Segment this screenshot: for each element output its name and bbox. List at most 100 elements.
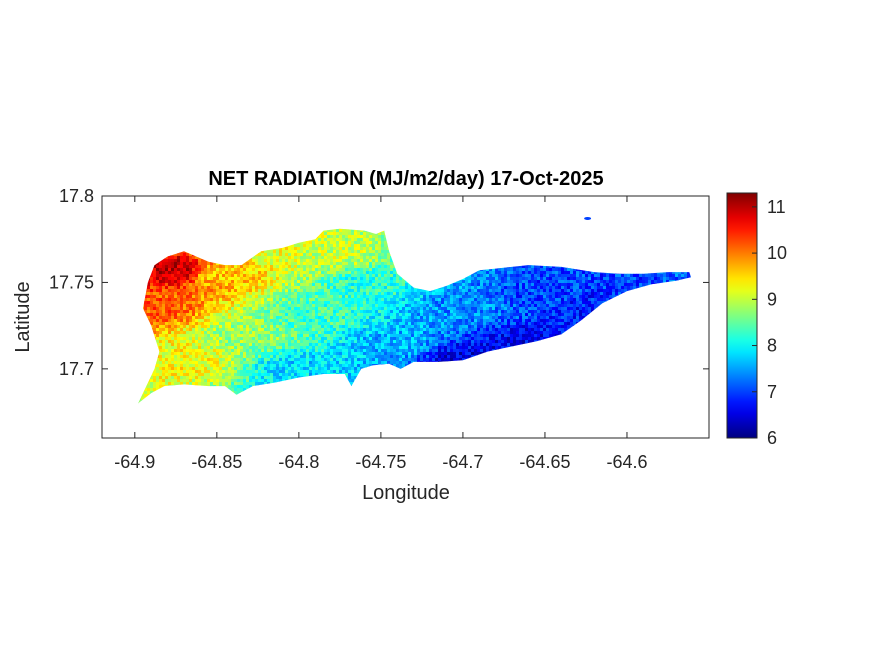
raster-cell [264, 253, 268, 257]
raster-cell [270, 262, 274, 266]
raster-cell [267, 259, 271, 263]
raster-cell [342, 229, 346, 233]
raster-cell [327, 235, 331, 239]
raster-cell [267, 250, 271, 254]
raster-cell [366, 268, 370, 272]
raster-cell [327, 244, 331, 248]
raster-cell [351, 253, 355, 257]
raster-cell [381, 250, 385, 254]
raster-cell [288, 253, 292, 257]
raster-cell [210, 265, 214, 269]
raster-cell [384, 244, 388, 248]
raster-cell [339, 244, 343, 248]
raster-cell [228, 265, 232, 269]
raster-cell [351, 238, 355, 242]
raster-cell [330, 232, 334, 236]
raster-cell [165, 256, 169, 260]
raster-cell [348, 268, 352, 272]
raster-cell [297, 268, 301, 272]
raster-cell [177, 253, 181, 257]
raster-cell [363, 229, 367, 233]
raster-cell [381, 235, 385, 239]
raster-cell [318, 265, 322, 269]
raster-cell [279, 262, 283, 266]
raster-cell [345, 235, 349, 239]
raster-cell [288, 250, 292, 254]
raster-cell [159, 268, 163, 272]
raster-cell [291, 259, 295, 263]
raster-cell [351, 262, 355, 266]
raster-cell [375, 268, 379, 272]
raster-cell [255, 259, 259, 263]
raster-cell [318, 244, 322, 248]
raster-cell [285, 259, 289, 263]
raster-cell [303, 253, 307, 257]
raster-cell [342, 268, 346, 272]
raster-cell [276, 268, 280, 272]
raster-cell [372, 238, 376, 242]
raster-cell [165, 268, 169, 272]
raster-cell [348, 235, 352, 239]
raster-cell [195, 265, 199, 269]
raster-cell [186, 262, 190, 266]
raster-cell [363, 247, 367, 251]
raster-cell [315, 241, 319, 245]
raster-cell [366, 238, 370, 242]
raster-cell [303, 265, 307, 269]
raster-cell [234, 265, 238, 269]
raster-cell [366, 232, 370, 236]
raster-cell [339, 238, 343, 242]
raster-cell [165, 262, 169, 266]
raster-cell [339, 232, 343, 236]
raster-cell [243, 265, 247, 269]
raster-cell [309, 256, 313, 260]
raster-cell [183, 259, 187, 263]
raster-cell [354, 256, 358, 260]
raster-cell [219, 268, 223, 272]
raster-cell [363, 253, 367, 257]
raster-cell [309, 259, 313, 263]
raster-cell [363, 232, 367, 236]
raster-cell [546, 265, 550, 269]
raster-cell [387, 253, 391, 257]
raster-cell [321, 253, 325, 257]
raster-cell [273, 253, 277, 257]
raster-cell [333, 253, 337, 257]
raster-cell [354, 259, 358, 263]
raster-cell [228, 268, 232, 272]
raster-cell [168, 259, 172, 263]
raster-cell [264, 259, 268, 263]
raster-cell [345, 229, 349, 233]
raster-cell [360, 232, 364, 236]
raster-cell [339, 235, 343, 239]
raster-cell [342, 250, 346, 254]
raster-cell [195, 256, 199, 260]
raster-cell [267, 256, 271, 260]
raster-cell [309, 250, 313, 254]
raster-cell [327, 250, 331, 254]
raster-cell [297, 250, 301, 254]
raster-cell [246, 265, 250, 269]
raster-cell [339, 259, 343, 263]
raster-cell [381, 253, 385, 257]
raster-cell [351, 265, 355, 269]
raster-cell [231, 268, 235, 272]
raster-cell [171, 256, 175, 260]
raster-cell [273, 265, 277, 269]
raster-cell [336, 262, 340, 266]
raster-cell [201, 265, 205, 269]
raster-cell [336, 244, 340, 248]
raster-cell [180, 253, 184, 257]
raster-cell [321, 241, 325, 245]
raster-cell [258, 259, 262, 263]
raster-cell [327, 268, 331, 272]
raster-cell [279, 247, 283, 251]
raster-cell [366, 256, 370, 260]
raster-cell [369, 265, 373, 269]
raster-cell [330, 247, 334, 251]
raster-cell [162, 259, 166, 263]
raster-cell [294, 253, 298, 257]
raster-cell [354, 247, 358, 251]
raster-cell [327, 232, 331, 236]
raster-cell [333, 244, 337, 248]
